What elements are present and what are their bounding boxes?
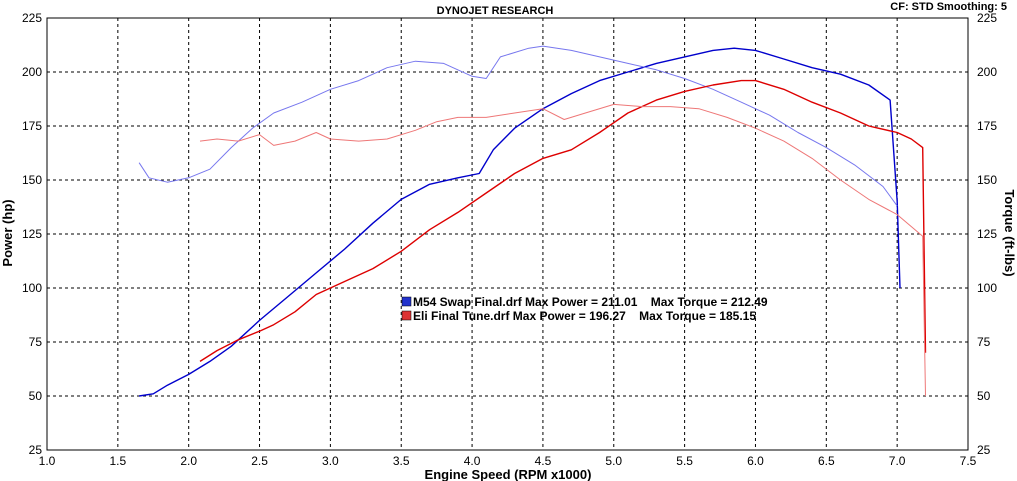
legend-entry-eli: Eli Final Tune.drf Max Power = 196.27 Ma… xyxy=(413,309,756,323)
chart-title: DYNOJET RESEARCH xyxy=(437,5,554,17)
legend-entry-m54: M54 Swap Final.drf Max Power = 211.01 Ma… xyxy=(413,295,768,309)
series-lines xyxy=(138,45,927,397)
chart-settings: CF: STD Smoothing: 5 xyxy=(890,1,1007,13)
series-line-3-torque xyxy=(199,103,926,397)
y-tick-label-right: 225 xyxy=(977,11,997,25)
y-tick-label-right: 175 xyxy=(977,119,997,133)
y-tick-label-right: 125 xyxy=(977,227,997,241)
y-axis-label-right: Torque (ft-lbs) xyxy=(1002,189,1017,276)
y-tick-label-right: 50 xyxy=(977,389,991,403)
x-tick-label: 1.5 xyxy=(110,454,127,468)
series-line-0-power xyxy=(138,47,901,397)
y-tick-label-left: 125 xyxy=(22,227,42,241)
y-tick-label-left: 225 xyxy=(22,11,42,25)
x-tick-label: 2.5 xyxy=(251,454,268,468)
series-line-1-torque xyxy=(138,45,898,207)
x-tick-label: 5.0 xyxy=(605,454,622,468)
y-tick-label-right: 75 xyxy=(977,335,991,349)
grid-lines xyxy=(47,18,968,450)
legend-swatch-eli xyxy=(401,310,412,321)
tick-labels: 1.0 1.5 2.0 2.5 3.0 3.5 4.0 4.5 5.0 5.5 6.0 6.5 7.0 7… xyxy=(22,11,997,468)
y-tick-label-right: 200 xyxy=(977,65,997,79)
y-tick-label-left: 75 xyxy=(29,335,43,349)
x-tick-label: 7.5 xyxy=(960,454,977,468)
series-line-2-power xyxy=(199,79,927,362)
x-tick-label: 4.0 xyxy=(464,454,481,468)
x-tick-label: 2.0 xyxy=(180,454,197,468)
x-tick-label: 1.0 xyxy=(39,454,56,468)
legend-swatch-m54 xyxy=(401,296,412,307)
y-axis-label-left: Power (hp) xyxy=(0,199,15,266)
plot-frame xyxy=(46,17,969,451)
y-tick-label-right: 100 xyxy=(977,281,997,295)
y-tick-label-left: 100 xyxy=(22,281,42,295)
y-tick-label-left: 25 xyxy=(29,443,43,457)
legend: M54 Swap Final.drf Max Power = 211.01 Ma… xyxy=(401,295,768,323)
y-tick-label-right: 25 xyxy=(977,443,991,457)
x-tick-label: 5.5 xyxy=(676,454,693,468)
x-tick-label: 6.5 xyxy=(818,454,835,468)
x-axis-label: Engine Speed (RPM x1000) xyxy=(425,467,592,481)
y-tick-label-right: 150 xyxy=(977,173,997,187)
y-tick-label-left: 150 xyxy=(22,173,42,187)
y-tick-label-left: 50 xyxy=(29,389,43,403)
x-tick-label: 6.0 xyxy=(747,454,764,468)
y-tick-label-left: 175 xyxy=(22,119,42,133)
x-tick-label: 7.0 xyxy=(889,454,906,468)
x-tick-label: 3.5 xyxy=(393,454,410,468)
x-tick-label: 4.5 xyxy=(535,454,552,468)
y-tick-label-left: 200 xyxy=(22,65,42,79)
x-tick-label: 3.0 xyxy=(322,454,339,468)
